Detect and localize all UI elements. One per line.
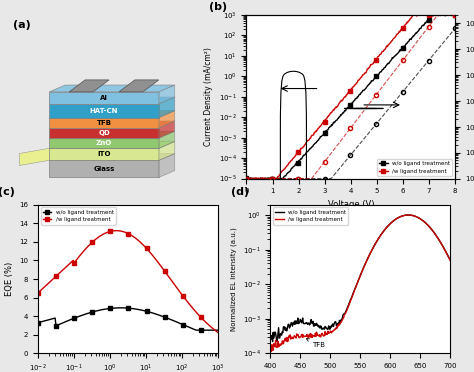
w/o ligand treatment — [267, 338, 273, 342]
Y-axis label: Normalized EL Intensity (a.u.): Normalized EL Intensity (a.u.) — [230, 227, 237, 331]
Polygon shape — [49, 141, 175, 148]
/w ligand treatment — [269, 349, 274, 354]
Polygon shape — [119, 80, 159, 92]
Polygon shape — [19, 148, 49, 166]
w/o ligand treatment — [118, 306, 124, 310]
Legend: w/o ligand treatment, /w ligand treatment: w/o ligand treatment, /w ligand treatmen… — [273, 207, 348, 225]
Text: QD: QD — [98, 130, 110, 136]
Polygon shape — [49, 104, 159, 118]
/w ligand treatment — [268, 347, 273, 352]
Polygon shape — [49, 85, 175, 92]
Polygon shape — [69, 80, 109, 92]
Text: (b): (b) — [209, 1, 227, 12]
/w ligand treatment — [46, 281, 52, 285]
/w ligand treatment — [447, 258, 453, 263]
Legend: w/o ligand treatment, /w ligand treatment: w/o ligand treatment, /w ligand treatmen… — [41, 207, 116, 225]
Text: (a): (a) — [13, 20, 31, 30]
Polygon shape — [159, 97, 175, 118]
Text: Glass: Glass — [93, 166, 115, 172]
Polygon shape — [49, 92, 159, 104]
Polygon shape — [49, 118, 159, 128]
/w ligand treatment — [267, 348, 273, 352]
/w ligand treatment — [405, 213, 411, 217]
w/o ligand treatment — [378, 232, 384, 237]
Polygon shape — [159, 121, 175, 138]
w/o ligand treatment — [405, 213, 411, 217]
Polygon shape — [159, 154, 175, 177]
/w ligand treatment — [420, 219, 426, 223]
X-axis label: Voltage (V): Voltage (V) — [328, 200, 374, 209]
/w ligand treatment — [114, 228, 119, 233]
Text: (d): (d) — [230, 187, 249, 197]
Line: /w ligand treatment: /w ligand treatment — [270, 215, 450, 352]
Text: ITO: ITO — [97, 151, 111, 157]
w/o ligand treatment — [215, 328, 221, 333]
w/o ligand treatment — [420, 219, 426, 223]
Legend: w/o ligand treatment, /w ligand treatment: w/o ligand treatment, /w ligand treatmen… — [377, 158, 452, 176]
Polygon shape — [49, 154, 175, 160]
w/o ligand treatment — [69, 317, 74, 321]
Polygon shape — [159, 141, 175, 160]
/w ligand treatment — [201, 318, 206, 322]
w/o ligand treatment — [432, 231, 438, 235]
Polygon shape — [159, 131, 175, 148]
/w ligand treatment — [42, 284, 48, 289]
/w ligand treatment — [375, 237, 381, 241]
Polygon shape — [49, 121, 175, 128]
/w ligand treatment — [83, 246, 89, 251]
Text: TFB: TFB — [306, 339, 325, 348]
Polygon shape — [49, 128, 159, 138]
/w ligand treatment — [207, 324, 213, 328]
Polygon shape — [159, 111, 175, 128]
w/o ligand treatment — [208, 328, 214, 333]
w/o ligand treatment — [46, 318, 52, 322]
Polygon shape — [49, 148, 159, 160]
/w ligand treatment — [35, 291, 41, 295]
Y-axis label: EQE (%): EQE (%) — [5, 262, 14, 296]
Y-axis label: Current Density (mA/cm²): Current Density (mA/cm²) — [204, 47, 213, 146]
Line: w/o ligand treatment: w/o ligand treatment — [270, 215, 450, 341]
Line: w/o ligand treatment: w/o ligand treatment — [36, 306, 220, 332]
Text: ZnO: ZnO — [96, 140, 112, 146]
Polygon shape — [49, 111, 175, 118]
w/o ligand treatment — [374, 238, 380, 243]
w/o ligand treatment — [193, 328, 199, 333]
Text: (c): (c) — [0, 187, 15, 197]
/w ligand treatment — [374, 238, 380, 243]
Polygon shape — [49, 138, 159, 148]
w/o ligand treatment — [83, 312, 89, 316]
/w ligand treatment — [69, 260, 74, 264]
w/o ligand treatment — [201, 328, 207, 333]
w/o ligand treatment — [268, 336, 273, 341]
Polygon shape — [49, 131, 175, 138]
w/o ligand treatment — [270, 339, 275, 344]
Polygon shape — [49, 97, 175, 104]
/w ligand treatment — [432, 231, 438, 235]
Polygon shape — [49, 160, 159, 177]
Line: /w ligand treatment: /w ligand treatment — [36, 229, 220, 334]
Text: HAT-CN: HAT-CN — [90, 108, 118, 114]
/w ligand treatment — [378, 232, 384, 237]
Polygon shape — [159, 85, 175, 104]
Text: Al: Al — [100, 95, 108, 101]
w/o ligand treatment — [375, 237, 381, 241]
w/o ligand treatment — [447, 258, 453, 263]
Text: TFB: TFB — [97, 120, 111, 126]
w/o ligand treatment — [35, 320, 41, 325]
w/o ligand treatment — [42, 318, 48, 323]
/w ligand treatment — [215, 330, 221, 335]
